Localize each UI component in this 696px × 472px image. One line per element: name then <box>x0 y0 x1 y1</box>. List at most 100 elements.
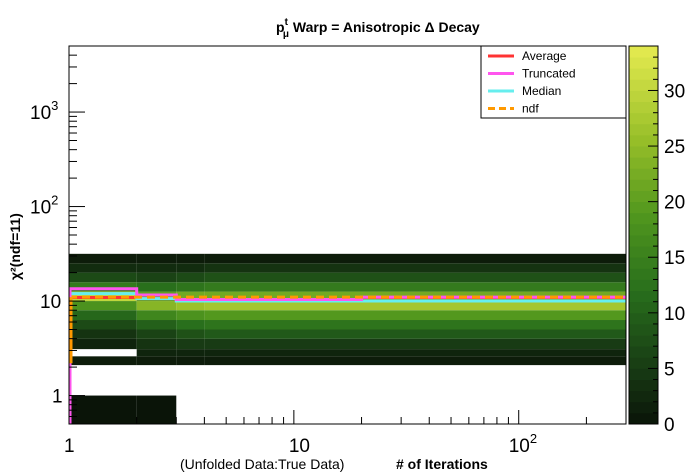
palette-band <box>629 390 658 403</box>
heatmap-cell <box>69 301 137 311</box>
palette-band <box>629 268 658 280</box>
legend: Average Truncated Median ndf <box>480 45 627 119</box>
x-axis-label-prefix: (Unfolded Data:True Data) <box>180 456 344 472</box>
palette-band <box>629 412 658 425</box>
heatmap-cell <box>69 329 137 339</box>
palette-band <box>629 323 658 336</box>
palette-band <box>629 335 658 347</box>
summary-lines <box>68 287 626 424</box>
heatmap-cell <box>136 310 177 321</box>
heatmap-cell <box>136 395 177 424</box>
heatmap-cell <box>69 338 137 350</box>
heatmap-cell <box>136 356 177 366</box>
heatmap-cell <box>136 301 177 311</box>
palette-band <box>629 257 658 269</box>
palette-band <box>629 235 658 247</box>
palette-band <box>629 201 658 214</box>
palette-tick-label: 0 <box>664 415 675 436</box>
palette-band <box>629 312 658 325</box>
color-palette <box>628 45 659 425</box>
palette-tick-label: 15 <box>664 248 685 269</box>
palette-tick-label: 20 <box>664 193 685 214</box>
heatmap-cell <box>176 272 205 283</box>
heatmap-cell <box>204 301 626 311</box>
y-tick-label: 10 <box>40 292 61 313</box>
heatmap-cell <box>204 338 626 350</box>
heatmap-cell <box>176 301 205 311</box>
palette-band <box>629 157 658 169</box>
palette-band <box>629 290 658 303</box>
heatmap-cell <box>69 310 137 321</box>
heatmap-cell <box>69 253 137 264</box>
y-axis: 1 10 102 103 <box>30 45 85 425</box>
heatmap-cells <box>69 253 626 424</box>
heatmap-cell <box>69 356 137 366</box>
palette-band <box>629 79 658 91</box>
y-tick-label: 1 <box>52 387 63 408</box>
palette-band <box>629 57 658 69</box>
legend-label: Median <box>522 84 561 98</box>
chart-title: pt μ Warp = Anisotropic Δ Decay <box>276 17 480 40</box>
palette-band <box>629 357 658 369</box>
heatmap-cell <box>204 356 626 366</box>
palette-band <box>629 146 658 158</box>
heatmap-cell <box>176 338 205 350</box>
legend-label: Truncated <box>522 67 576 81</box>
title-variable-sup: t <box>285 17 289 28</box>
heatmap-cell <box>136 329 177 339</box>
heatmap-cell <box>136 338 177 350</box>
palette-band <box>629 346 658 358</box>
palette-band <box>629 46 658 58</box>
x-tick-label: 10 <box>289 436 310 457</box>
palette-band <box>629 168 658 180</box>
palette-tick-label: 5 <box>664 359 675 380</box>
heatmap-cell <box>204 253 626 264</box>
palette-axis: 0 5 10 15 20 25 30 <box>648 45 685 436</box>
palette-band <box>629 301 658 314</box>
heatmap-cell <box>136 263 177 273</box>
heatmap-cell <box>204 282 626 292</box>
heatmap-cell <box>176 253 205 264</box>
palette-tick-label: 30 <box>664 81 685 102</box>
heatmap-cell <box>204 320 626 330</box>
x-tick-label: 102 <box>509 431 537 457</box>
y-tick-label: 103 <box>30 98 58 124</box>
palette-band <box>629 123 658 136</box>
palette-band <box>629 379 658 392</box>
palette-band <box>629 134 658 147</box>
heatmap-cell <box>176 349 205 357</box>
x-tick-label: 1 <box>64 436 75 457</box>
heatmap-cell <box>176 310 205 321</box>
heatmap-cell <box>136 320 177 330</box>
y-axis-label: χ²(ndf=11) <box>7 213 23 280</box>
heatmap-cell <box>136 272 177 283</box>
palette-band <box>629 212 658 225</box>
palette-band <box>629 368 658 380</box>
legend-box <box>480 45 627 119</box>
median-line <box>69 292 626 303</box>
legend-label: Average <box>522 49 567 63</box>
title-rest: Warp = Anisotropic Δ Decay <box>289 19 480 35</box>
heatmap-cell <box>176 329 205 339</box>
palette-band <box>629 68 658 80</box>
heatmap-cell <box>136 282 177 292</box>
heatmap-cell <box>204 310 626 321</box>
heatmap-cell <box>176 263 205 273</box>
heatmap-cell <box>69 272 137 283</box>
y-tick-label: 102 <box>30 193 58 219</box>
heatmap-cell <box>176 282 205 292</box>
palette-band <box>629 279 658 291</box>
heatmap-cell <box>69 395 137 424</box>
heatmap-cell <box>176 320 205 330</box>
x-axis-label: # of Iterations <box>396 456 488 472</box>
palette-band <box>629 112 658 125</box>
title-variable-sub: μ <box>283 29 289 40</box>
palette-band <box>629 179 658 191</box>
palette-band <box>629 246 658 258</box>
palette-band <box>629 401 658 414</box>
title-variable: p <box>276 19 285 35</box>
legend-label: ndf <box>522 102 539 116</box>
palette-band <box>629 190 658 203</box>
heatmap-cell <box>204 349 626 357</box>
heatmap-cell <box>136 253 177 264</box>
